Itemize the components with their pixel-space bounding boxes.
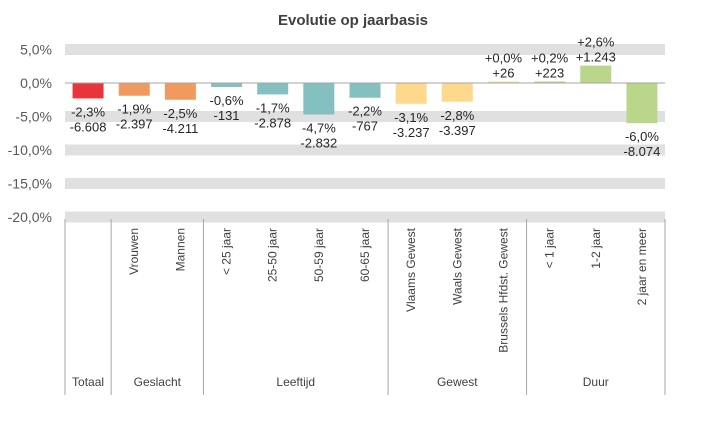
bar	[580, 65, 612, 83]
grid-band	[65, 111, 665, 122]
bar	[164, 83, 196, 100]
x-tick-label: 1-2 jaar	[589, 228, 603, 269]
bar	[349, 83, 381, 98]
x-tick-label: Vrouwen	[127, 228, 141, 275]
bar	[72, 83, 104, 99]
bar	[211, 83, 243, 88]
data-label-pct: +0,0%	[485, 51, 523, 66]
data-label-abs: -6.608	[70, 119, 107, 134]
data-label-abs: -3.237	[393, 125, 430, 140]
data-label-pct: -6,0%	[625, 129, 659, 144]
chart-title: Evolutie op jaarbasis	[278, 12, 428, 29]
data-label-pct: +2,6%	[577, 35, 615, 50]
x-tick-label: < 25 jaar	[220, 228, 234, 275]
data-label-abs: -2.397	[116, 117, 153, 132]
grid-band	[65, 144, 665, 156]
data-label-pct: -4,7%	[302, 120, 336, 135]
y-tick-label: -20,0%	[8, 209, 52, 225]
y-tick-label: -15,0%	[8, 176, 52, 192]
bar	[395, 83, 427, 104]
y-tick-label: -10,0%	[8, 142, 52, 158]
y-tick-label: -5,0%	[15, 109, 52, 125]
data-label-pct: -2,3%	[71, 104, 105, 119]
data-label-pct: -0,6%	[210, 93, 244, 108]
data-label-abs: -3.397	[439, 123, 476, 138]
group-label: Totaal	[72, 375, 104, 389]
data-label-abs: +26	[492, 66, 514, 81]
bar	[534, 81, 566, 83]
x-tick-label: Waals Gewest	[450, 227, 464, 305]
data-label-abs: +223	[535, 66, 564, 81]
data-label-abs: -8.074	[623, 144, 660, 159]
x-tick-label: < 1 jaar	[543, 228, 557, 268]
data-label-pct: -2,5%	[163, 106, 197, 121]
group-label: Geslacht	[134, 375, 182, 389]
bar	[441, 83, 473, 102]
data-label-abs: -131	[214, 108, 240, 123]
x-tick-label: Brussels Hfdst. Gewest	[496, 227, 510, 352]
x-tick-label: Mannen	[173, 228, 187, 271]
grid-band	[65, 211, 665, 223]
data-label-abs: +1.243	[576, 50, 616, 65]
bar	[303, 83, 335, 115]
data-label-pct: +0,2%	[531, 51, 569, 66]
x-tick-label: 25-50 jaar	[266, 228, 280, 282]
data-label-pct: -2,2%	[348, 104, 382, 119]
data-label-abs: -2.832	[300, 135, 337, 150]
y-tick-label: 5,0%	[20, 42, 52, 58]
bar	[257, 83, 289, 95]
data-label-pct: -1,9%	[117, 102, 151, 117]
data-label-pct: -2,8%	[440, 108, 474, 123]
bar	[626, 83, 658, 124]
data-label-abs: -2.878	[254, 115, 291, 130]
data-label-abs: -767	[352, 119, 378, 134]
grid-band	[65, 44, 665, 55]
data-label-pct: -3,1%	[394, 110, 428, 125]
group-label: Duur	[583, 375, 609, 389]
group-label: Leeftijd	[276, 375, 315, 389]
x-tick-label: Vlaams Gewest	[404, 227, 418, 312]
x-tick-label: 50-59 jaar	[312, 228, 326, 282]
x-tick-label: 2 jaar en meer	[635, 228, 649, 305]
data-label-pct: -1,7%	[256, 100, 290, 115]
x-tick-label: 60-65 jaar	[358, 228, 372, 282]
y-tick-label: 0,0%	[20, 75, 52, 91]
group-label: Gewest	[437, 375, 478, 389]
data-label-abs: -4.211	[162, 121, 198, 136]
bar	[487, 81, 519, 83]
bar	[118, 83, 150, 96]
grid-band	[65, 178, 665, 189]
